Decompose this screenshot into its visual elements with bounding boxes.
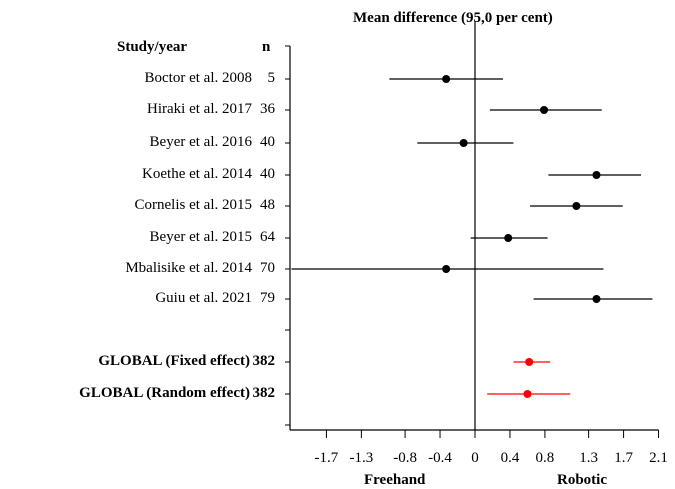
global-point-estimate <box>525 358 534 366</box>
study-label: Cornelis et al. 2015 <box>134 197 252 213</box>
study-point-estimate <box>504 234 513 242</box>
x-tick-label: -1.3 <box>350 450 374 466</box>
study-n-value: 48 <box>260 197 275 213</box>
study-point-estimate <box>442 75 451 83</box>
study-point-estimate <box>442 265 451 273</box>
study-label: Mbalisike et al. 2014 <box>125 260 252 276</box>
study-point-estimate <box>540 106 549 114</box>
global-n-value: 382 <box>252 385 276 401</box>
study-n-value: 5 <box>267 70 276 86</box>
global-label: GLOBAL (Fixed effect) <box>98 353 250 369</box>
study-label: Boctor et al. 2008 <box>144 70 252 86</box>
x-tick-label: -0.4 <box>428 450 452 466</box>
study-n-value: 36 <box>260 101 275 117</box>
study-point-estimate <box>572 202 581 210</box>
study-label: Hiraki et al. 2017 <box>147 101 252 117</box>
study-label: Beyer et al. 2016 <box>149 134 252 150</box>
x-tick-label: 2.1 <box>649 450 668 466</box>
study-n-value: 40 <box>260 166 275 182</box>
x-tick-label: 0.4 <box>501 450 520 466</box>
study-n-value: 79 <box>260 290 275 306</box>
chart-title: Mean difference (95,0 per cent) <box>353 10 553 26</box>
x-tick-label: -1.7 <box>315 450 339 466</box>
study-point-estimate <box>459 139 468 147</box>
x-tick-label: -0.8 <box>393 450 417 466</box>
x-label-freehand: Freehand <box>364 472 426 488</box>
study-column-header: Study/year <box>117 39 188 55</box>
x-tick-label: 0.8 <box>536 450 555 466</box>
x-tick-label: 1.7 <box>614 450 633 466</box>
global-label: GLOBAL (Random effect) <box>79 385 250 401</box>
study-point-estimate <box>592 295 601 303</box>
study-label: Guiu et al. 2021 <box>155 290 252 306</box>
x-tick-label: 0 <box>471 450 479 466</box>
study-point-estimate <box>592 171 601 179</box>
n-column-header: n <box>262 39 271 55</box>
study-n-value: 64 <box>260 229 275 245</box>
study-label: Beyer et al. 2015 <box>149 229 252 245</box>
x-label-robotic: Robotic <box>557 472 607 488</box>
global-point-estimate <box>523 390 532 398</box>
study-n-value: 70 <box>260 260 275 276</box>
study-label: Koethe et al. 2014 <box>142 166 252 182</box>
study-n-value: 40 <box>260 134 275 150</box>
x-tick-label: 1.3 <box>579 450 598 466</box>
global-n-value: 382 <box>252 353 276 369</box>
